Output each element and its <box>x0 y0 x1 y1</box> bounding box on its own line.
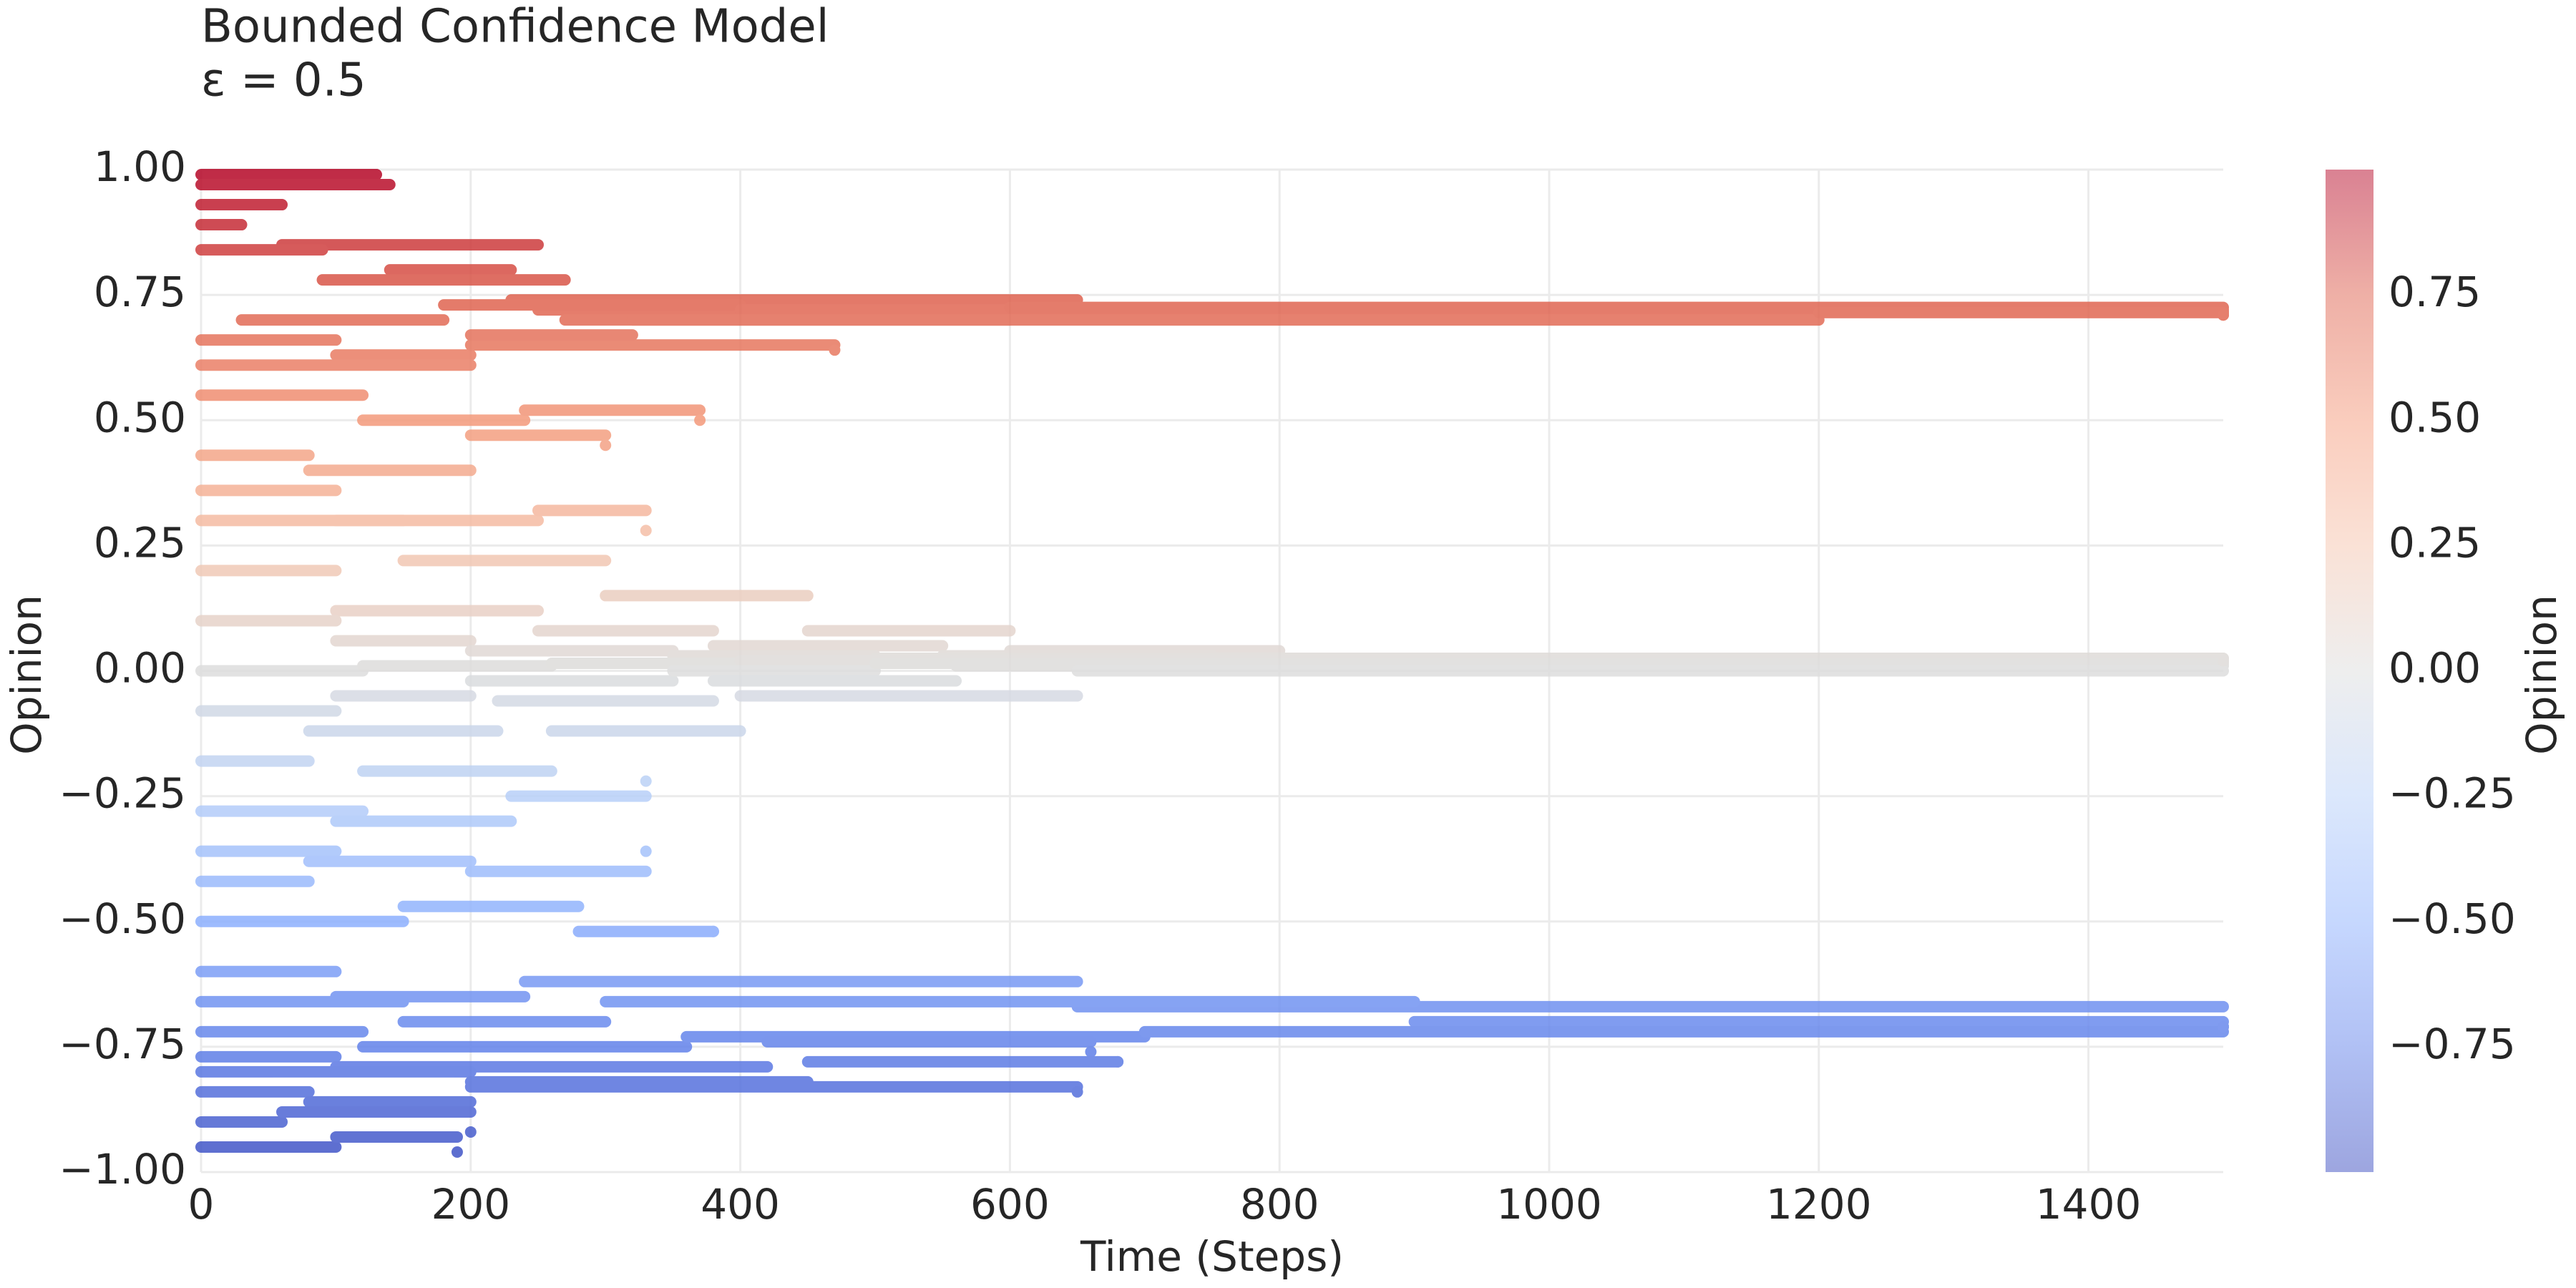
y-axis-label: Opinion <box>2 595 51 755</box>
y-tick-label: −0.75 <box>59 1020 186 1068</box>
colorbar <box>2326 170 2373 1172</box>
point <box>600 439 612 452</box>
y-tick-label: 0.50 <box>94 393 186 441</box>
point <box>1085 1045 1097 1058</box>
y-tick-label: 0.75 <box>94 268 186 316</box>
colorbar-tick-label: −0.75 <box>2389 1020 2516 1068</box>
x-tick-label: 1200 <box>1766 1180 1872 1229</box>
y-tick-label: 1.00 <box>94 142 186 191</box>
point <box>1112 1055 1124 1068</box>
y-tick-label: −0.25 <box>59 769 186 818</box>
point <box>2218 655 2229 667</box>
y-tick-label: 0.00 <box>94 644 186 693</box>
trajectories <box>195 169 2229 1158</box>
colorbar-tick-label: −0.50 <box>2389 894 2516 943</box>
x-tick-label: 800 <box>1240 1180 1319 1229</box>
point <box>2218 309 2229 321</box>
x-axis-label: Time (Steps) <box>1080 1232 1344 1281</box>
point <box>640 775 652 787</box>
point <box>640 845 652 857</box>
colorbar-label: Opinion <box>2517 595 2566 755</box>
x-tick-label: 400 <box>701 1180 780 1229</box>
point <box>2218 1020 2229 1033</box>
x-tick-label: 600 <box>970 1180 1050 1229</box>
point <box>640 525 652 537</box>
x-tick-label: 200 <box>431 1180 510 1229</box>
point <box>707 925 719 937</box>
colorbar-tick-label: 0.00 <box>2389 644 2481 693</box>
point <box>370 169 382 181</box>
colorbar-tick-label: 0.50 <box>2389 393 2481 441</box>
colorbar-tick-label: 0.25 <box>2389 518 2481 567</box>
y-tick-label: −1.00 <box>59 1145 186 1194</box>
point <box>1071 1085 1083 1098</box>
point <box>451 1146 463 1158</box>
point <box>829 344 841 356</box>
x-tick-label: 1400 <box>2036 1180 2142 1229</box>
x-tick-label: 0 <box>188 1180 215 1229</box>
chart-subtitle: ε = 0.5 <box>201 54 366 107</box>
x-tick-label: 1000 <box>1496 1180 1602 1229</box>
colorbar-tick-label: −0.25 <box>2389 769 2516 818</box>
colorbar-tick-label: 0.75 <box>2389 268 2481 316</box>
point <box>464 1126 477 1138</box>
y-tick-label: 0.25 <box>94 518 186 567</box>
y-tick-label: −0.50 <box>59 894 186 943</box>
chart-title: Bounded Confidence Model <box>201 1 829 54</box>
point <box>694 414 706 426</box>
